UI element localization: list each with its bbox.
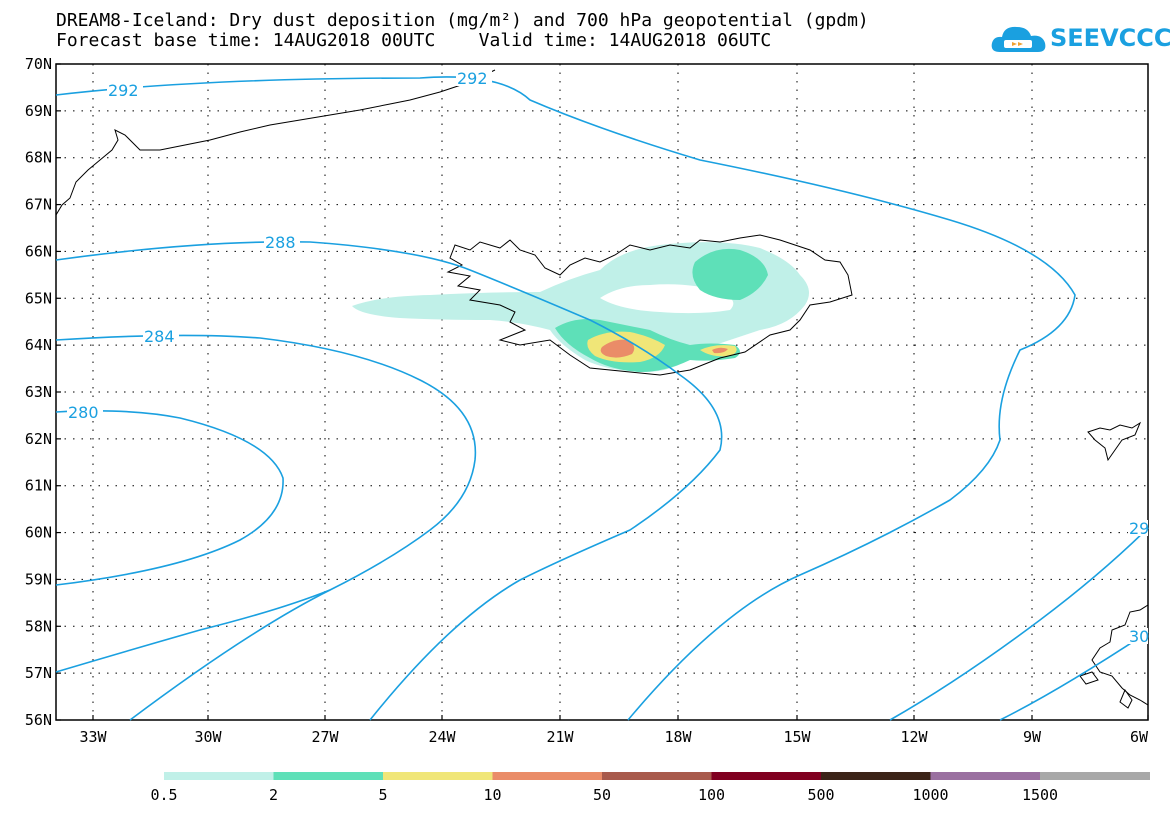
lon-label: 27W xyxy=(311,728,339,746)
contour-284 xyxy=(55,334,477,721)
legend-labels: 0.5 2 5 10 50 100 500 1000 1500 xyxy=(150,786,1058,804)
lat-label: 67N xyxy=(25,196,52,214)
contour-280 xyxy=(55,410,284,586)
geopotential-contours xyxy=(55,76,1149,721)
contour-300 xyxy=(999,631,1149,721)
lat-label: 62N xyxy=(25,430,52,448)
contour-label-30: 30 xyxy=(1129,627,1149,646)
lon-label: 30W xyxy=(194,728,222,746)
lat-label: 56N xyxy=(25,711,52,729)
cloud-icon xyxy=(991,26,1046,52)
lon-label: 21W xyxy=(546,728,574,746)
legend-swatches xyxy=(164,772,1150,780)
legend-label: 2 xyxy=(269,786,278,804)
coastlines xyxy=(55,69,1149,709)
map-subtitle: Forecast base time: 14AUG2018 00UTC Vali… xyxy=(56,30,772,51)
legend-swatch xyxy=(930,772,1041,780)
contour-296 xyxy=(889,527,1149,721)
lat-label: 65N xyxy=(25,289,52,307)
legend-label: 10 xyxy=(483,786,501,804)
logo-text: SEEVCCC xyxy=(1050,24,1172,52)
lat-label: 68N xyxy=(25,149,52,167)
lat-label: 57N xyxy=(25,664,52,682)
contour-labels: 292 292 288 284 280 29 30 xyxy=(67,69,1149,646)
longitude-labels: 33W 30W 27W 24W 21W 18W 15W 12W 9W 6W xyxy=(79,728,1149,746)
lon-label: 33W xyxy=(79,728,107,746)
contour-292 xyxy=(55,76,1076,721)
legend-label: 0.5 xyxy=(150,786,177,804)
legend-label: 5 xyxy=(378,786,387,804)
legend-swatch xyxy=(273,772,384,780)
lon-label: 9W xyxy=(1023,728,1042,746)
legend-label: 500 xyxy=(807,786,834,804)
legend-label: 1500 xyxy=(1022,786,1058,804)
lon-label: 6W xyxy=(1130,728,1149,746)
legend-swatch xyxy=(1040,772,1150,780)
lat-label: 69N xyxy=(25,102,52,120)
lat-label: 58N xyxy=(25,617,52,635)
lat-label: 70N xyxy=(25,55,52,73)
legend-swatch xyxy=(383,772,493,780)
lat-label: 66N xyxy=(25,242,52,260)
dust-deposition-field xyxy=(352,242,809,372)
legend-label: 50 xyxy=(593,786,611,804)
latitude-labels: 70N 69N 68N 67N 66N 65N 64N 63N 62N 61N 60N 59N 58N 5… xyxy=(25,55,52,729)
lat-label: 60N xyxy=(25,524,52,542)
legend-label: 1000 xyxy=(912,786,948,804)
contour-label-280: 280 xyxy=(68,403,99,422)
lat-label: 64N xyxy=(25,336,52,354)
contour-284b xyxy=(55,589,331,673)
lat-label: 59N xyxy=(25,570,52,588)
lon-label: 15W xyxy=(783,728,811,746)
map-title: DREAM8-Iceland: Dry dust deposition (mg/… xyxy=(56,10,869,31)
legend-swatch xyxy=(164,772,274,780)
legend-swatch xyxy=(602,772,712,780)
axis-ticks xyxy=(56,63,1149,721)
legend-swatch xyxy=(711,772,822,780)
contour-label-284: 284 xyxy=(144,327,175,346)
seevccc-logo: SEEVCCC xyxy=(990,22,1172,56)
legend-swatch xyxy=(492,772,603,780)
contour-288 xyxy=(55,241,723,721)
legend-label: 100 xyxy=(698,786,725,804)
contour-label-29: 29 xyxy=(1129,519,1149,538)
contour-label-292-west: 292 xyxy=(108,81,139,100)
lat-label: 63N xyxy=(25,383,52,401)
lat-label: 61N xyxy=(25,477,52,495)
lon-label: 24W xyxy=(428,728,456,746)
contour-label-288: 288 xyxy=(265,233,296,252)
legend-swatch xyxy=(821,772,931,780)
lon-label: 18W xyxy=(664,728,692,746)
contour-label-292-east: 292 xyxy=(457,69,488,88)
lon-label: 12W xyxy=(900,728,928,746)
